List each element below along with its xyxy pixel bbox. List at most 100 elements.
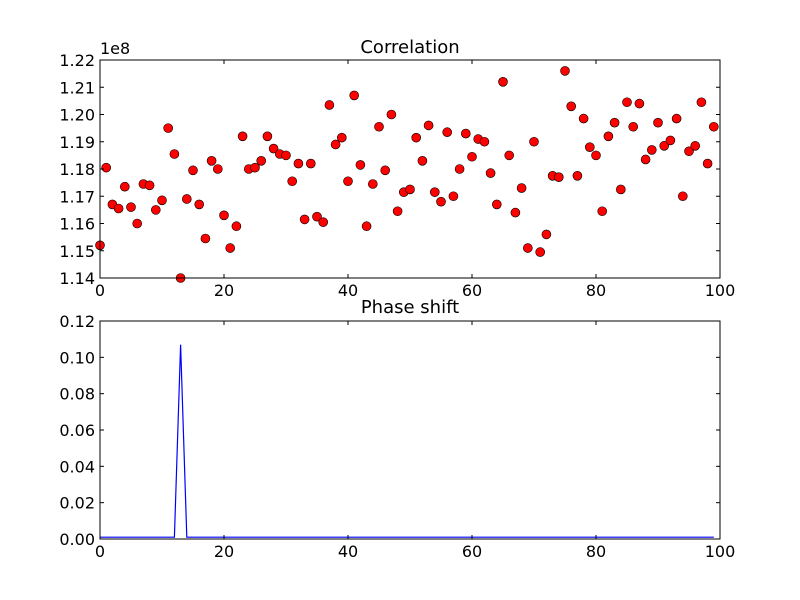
data-point — [541, 229, 552, 240]
y-tick-label: 1.18 — [59, 160, 95, 179]
x-tick-label: 60 — [462, 281, 482, 300]
data-point — [603, 131, 614, 142]
data-point — [293, 158, 304, 169]
data-point — [522, 243, 533, 253]
data-point — [504, 150, 515, 161]
data-point — [361, 221, 372, 232]
data-point — [305, 158, 316, 169]
data-point — [417, 156, 428, 166]
data-point — [423, 120, 434, 131]
data-point — [516, 183, 527, 193]
x-tick-label: 20 — [214, 281, 234, 300]
data-point — [609, 117, 620, 128]
data-point — [144, 180, 155, 191]
data-point — [436, 196, 446, 207]
data-point — [653, 117, 663, 128]
x-tick-label: 60 — [462, 542, 482, 561]
y-tick-label: 0.04 — [59, 457, 95, 476]
data-point — [646, 145, 657, 155]
data-point — [578, 113, 589, 124]
data-point — [708, 121, 719, 132]
y-tick-label: 1.20 — [59, 106, 95, 125]
data-point — [101, 162, 111, 173]
data-point — [510, 207, 521, 218]
y-tick-label: 1.16 — [59, 215, 95, 234]
data-point — [367, 179, 378, 189]
data-point — [405, 184, 415, 195]
data-point — [113, 203, 124, 214]
y-tick-label: 0.12 — [59, 312, 95, 331]
data-point — [318, 217, 329, 227]
chart-title: Correlation — [360, 37, 459, 58]
data-point — [597, 206, 608, 217]
data-point — [200, 233, 211, 244]
data-point — [702, 158, 713, 169]
data-point — [256, 156, 267, 166]
data-point — [615, 184, 626, 195]
data-point — [250, 162, 260, 173]
data-point — [268, 143, 279, 154]
data-point — [392, 206, 403, 217]
data-point — [281, 150, 291, 161]
y-offset-label: 1e8 — [100, 39, 130, 58]
data-point — [553, 172, 564, 182]
axis-ticks: 0 20 40 60 80 100 0.00 0.02 0.04 0.06 0.08 0.10 0.12 — [59, 312, 735, 561]
data-point — [330, 139, 341, 150]
data-point — [479, 136, 490, 147]
chart-title: Phase shift — [361, 297, 459, 318]
y-tick-label: 1.21 — [59, 78, 95, 97]
x-tick-label: 0 — [95, 281, 105, 300]
y-tick-label: 0.02 — [59, 494, 95, 513]
x-tick-label: 20 — [214, 542, 234, 561]
y-tick-label: 1.15 — [59, 242, 95, 261]
y-tick-label: 0.00 — [59, 530, 95, 549]
x-tick-label: 100 — [705, 542, 736, 561]
data-point — [411, 132, 422, 143]
data-point — [572, 171, 583, 181]
x-tick-label: 80 — [586, 281, 606, 300]
data-point — [151, 205, 161, 215]
data-point — [690, 141, 701, 151]
data-point — [622, 97, 632, 108]
data-point — [231, 221, 242, 232]
data-point — [485, 168, 496, 178]
data-point — [163, 123, 173, 133]
data-point — [591, 150, 601, 161]
data-point — [169, 149, 180, 159]
data-point — [696, 97, 707, 108]
data-point — [634, 98, 645, 109]
scatter-points — [95, 66, 719, 283]
y-tick-label: 1.22 — [59, 51, 95, 70]
data-point — [640, 154, 651, 165]
data-point — [584, 142, 595, 152]
data-point — [120, 181, 130, 192]
data-point — [312, 211, 322, 222]
y-tick-label: 1.17 — [59, 187, 95, 206]
x-tick-label: 100 — [705, 281, 736, 300]
phase-shift-panel: Phase shift 0 20 40 60 80 100 0.00 0.02 0.04 0.06… — [59, 297, 735, 561]
data-point — [628, 121, 639, 132]
data-point — [287, 176, 298, 187]
data-point — [671, 113, 682, 124]
data-point — [659, 141, 670, 151]
data-point — [454, 164, 465, 174]
data-point — [467, 151, 477, 162]
data-point — [429, 187, 440, 197]
data-point — [380, 165, 391, 176]
data-point — [684, 146, 694, 157]
data-point — [213, 164, 223, 174]
data-point — [237, 131, 248, 142]
data-point — [677, 191, 688, 202]
data-point — [460, 128, 471, 139]
y-tick-label: 1.14 — [59, 269, 95, 288]
data-point — [225, 243, 235, 253]
data-point — [442, 127, 453, 138]
y-tick-label: 0.10 — [59, 348, 95, 367]
data-point — [126, 202, 136, 212]
y-tick-label: 1.19 — [59, 133, 95, 152]
data-point — [535, 247, 546, 257]
data-point — [566, 101, 577, 112]
data-point — [349, 90, 360, 101]
x-tick-label: 40 — [338, 542, 358, 561]
plot-frame — [99, 320, 721, 540]
